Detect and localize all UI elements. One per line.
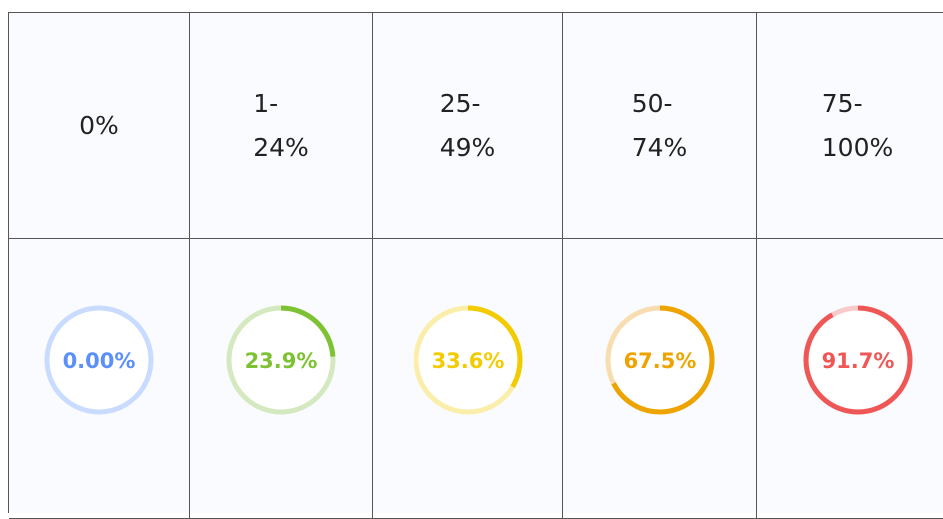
ring-label: 67.5% bbox=[623, 349, 696, 373]
ring-label: 33.6% bbox=[431, 349, 504, 373]
header-label: 1-24% bbox=[253, 88, 309, 162]
header-label: 25-49% bbox=[439, 88, 496, 162]
header-cell: 50-74% bbox=[563, 13, 757, 239]
progress-ring: 0.00% bbox=[44, 305, 154, 415]
header-cell: 25-49% bbox=[373, 13, 563, 239]
progress-table: 0% 1-24% 25-49% 50-74% 75-100% 0.00% 23.9% 33.6… bbox=[8, 12, 943, 519]
ring-progress bbox=[413, 305, 522, 415]
header-cell: 0% bbox=[9, 13, 190, 239]
progress-ring: 91.7% bbox=[803, 305, 912, 415]
body-cell: 0.00% bbox=[9, 239, 190, 519]
ring-progress bbox=[605, 305, 714, 415]
progress-ring: 33.6% bbox=[413, 305, 522, 415]
ring-track bbox=[44, 305, 154, 415]
header-cell: 75-100% bbox=[757, 13, 943, 239]
progress-ring: 23.9% bbox=[226, 305, 336, 415]
ring-progress bbox=[803, 305, 912, 415]
body-cell: 23.9% bbox=[190, 239, 373, 519]
page: 0% 1-24% 25-49% 50-74% 75-100% 0.00% 23.9% 33.6… bbox=[8, 12, 943, 519]
progress-ring: 67.5% bbox=[605, 305, 714, 415]
body-cell: 67.5% bbox=[563, 239, 757, 519]
header-label: 0% bbox=[79, 110, 119, 140]
header-label: 75-100% bbox=[821, 88, 894, 162]
header-label: 50-74% bbox=[631, 88, 688, 162]
ring-label: 0.00% bbox=[63, 349, 136, 373]
body-cell: 33.6% bbox=[373, 239, 563, 519]
ring-label: 23.9% bbox=[245, 349, 318, 373]
ring-label: 91.7% bbox=[821, 349, 894, 373]
header-cell: 1-24% bbox=[190, 13, 373, 239]
ring-progress bbox=[226, 305, 336, 415]
body-cell: 91.7% bbox=[757, 239, 943, 519]
